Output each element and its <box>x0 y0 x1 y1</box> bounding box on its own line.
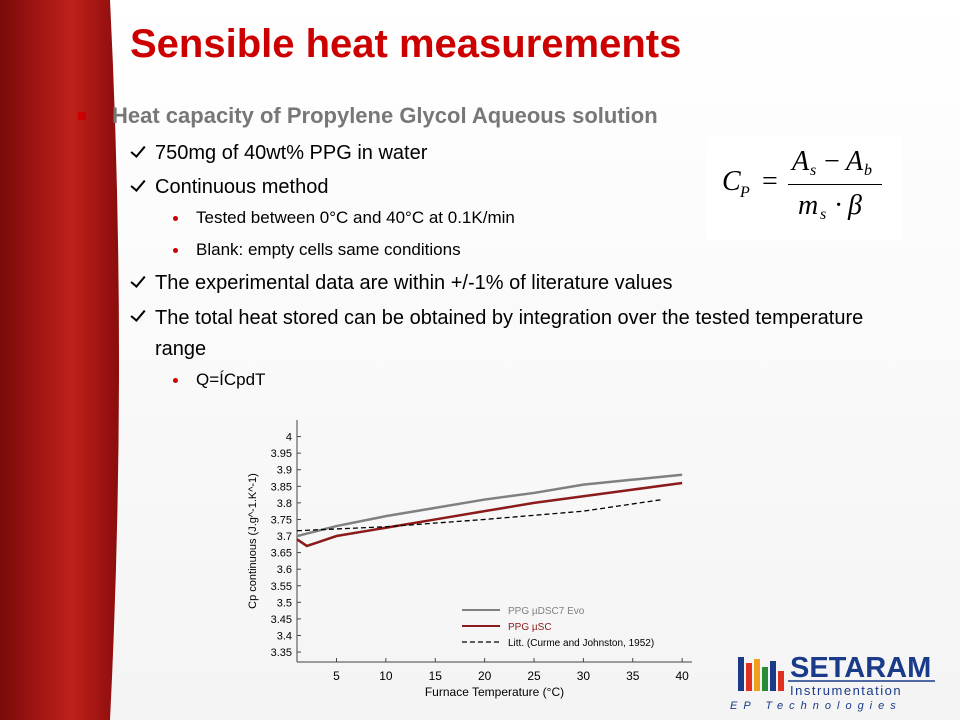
x-tick-label: 5 <box>333 669 340 683</box>
legend-label: PPG µSC <box>508 622 552 633</box>
series-line <box>296 498 663 532</box>
item: Continuous method <box>155 176 329 198</box>
y-tick-label: 3.6 <box>277 564 292 576</box>
item: 750mg of 40wt% PPG in water <box>155 142 428 164</box>
x-tick-label: 10 <box>379 669 393 683</box>
legend-label: Litt. (Curme and Johnston, 1952) <box>508 638 654 649</box>
y-tick-label: 4 <box>286 432 292 444</box>
y-tick-label: 3.65 <box>271 548 292 560</box>
legend-label: PPG µDSC7 Evo <box>508 606 585 617</box>
sub-dot <box>173 216 178 221</box>
formula-text: P <box>740 184 750 201</box>
formula-text: β <box>848 190 862 221</box>
x-axis-label: Furnace Temperature (°C) <box>425 685 564 699</box>
x-tick-label: 35 <box>626 669 640 683</box>
y-tick-label: 3.7 <box>277 531 292 543</box>
fraction-bar <box>788 184 882 185</box>
series-line <box>296 473 683 538</box>
item: The experimental data are within +/-1% o… <box>155 272 673 294</box>
formula-text: = <box>762 166 778 197</box>
y-tick-label: 3.9 <box>277 465 292 477</box>
x-tick-label: 30 <box>577 669 591 683</box>
formula-text: s <box>810 162 817 179</box>
x-tick-label: 20 <box>478 669 492 683</box>
y-tick-label: 3.95 <box>271 448 292 460</box>
formula-text: · <box>834 190 844 221</box>
y-tick-label: 3.4 <box>277 630 292 642</box>
bullet: Heat capacity of Propylene Glycol Aqueou… <box>112 103 658 128</box>
y-tick-label: 3.8 <box>277 498 292 510</box>
y-tick-label: 3.45 <box>271 614 292 626</box>
formula-text: m <box>798 190 819 221</box>
formula: C P = A s − A b m s · β <box>722 146 892 232</box>
sub-item: Tested between 0°C and 40°C at 0.1K/min <box>196 208 515 227</box>
logo-name: SETARAM <box>790 652 932 684</box>
formula-text: A <box>846 146 864 177</box>
sub-dot <box>173 248 178 253</box>
formula-text: b <box>864 162 872 179</box>
logo-tagline: Instrumentation <box>790 683 903 698</box>
logo-footer: EP Technologies <box>730 700 902 712</box>
formula-box <box>707 135 902 240</box>
formula-text: A <box>792 146 810 177</box>
formula-text: s <box>820 206 827 223</box>
y-tick-label: 3.55 <box>271 581 292 593</box>
y-axis-label: Cp continuous (J.g^-1.K^-1) <box>247 473 259 609</box>
formula-text: − <box>824 146 840 177</box>
side-bar <box>0 0 119 720</box>
series-line <box>296 481 683 548</box>
sub-item: Q=ÍCpdT <box>196 370 266 389</box>
y-tick-label: 3.5 <box>277 597 292 609</box>
logo-mark <box>738 657 784 691</box>
x-tick-label: 15 <box>429 669 443 683</box>
sub-dot <box>173 378 178 383</box>
y-tick-label: 3.35 <box>271 647 292 659</box>
bullet-square <box>78 112 86 120</box>
x-tick-label: 25 <box>527 669 541 683</box>
sub-item: Blank: empty cells same conditions <box>196 240 461 259</box>
x-tick-label: 40 <box>675 669 689 683</box>
y-tick-label: 3.75 <box>271 514 292 526</box>
item: The total heat stored can be obtained by… <box>155 307 864 360</box>
title: Sensible heat measurements <box>130 22 682 66</box>
y-tick-label: 3.85 <box>271 481 292 493</box>
formula-text: C <box>722 166 741 197</box>
